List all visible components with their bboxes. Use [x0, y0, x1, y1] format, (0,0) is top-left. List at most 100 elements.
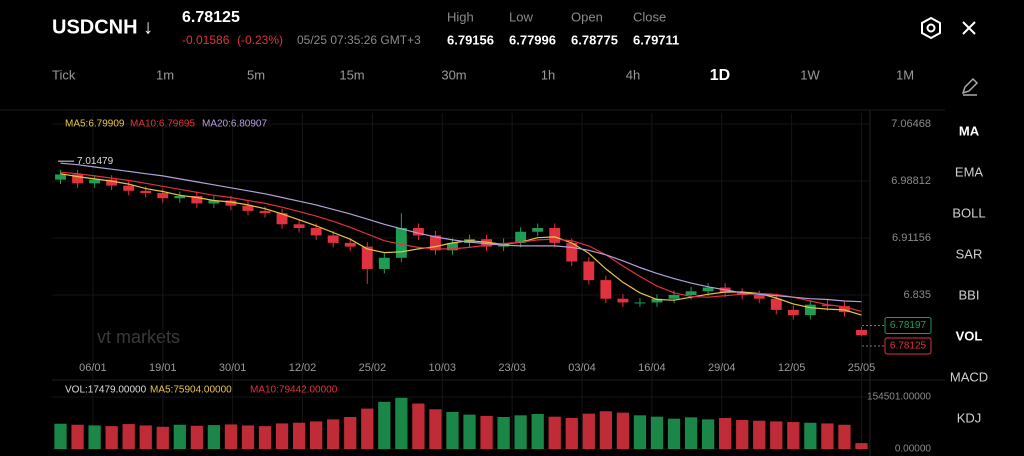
- timeframe-tab[interactable]: 1D: [710, 67, 730, 84]
- candle-body: [242, 205, 254, 211]
- candle-body: [685, 291, 697, 296]
- volume-legend: MA10:79442.00000: [250, 385, 338, 396]
- y-tick-label: 0.00000: [895, 444, 932, 455]
- indicator-tab[interactable]: SAR: [956, 246, 983, 261]
- volume-bar: [190, 425, 203, 449]
- timeframe-tab[interactable]: Tick: [52, 67, 76, 82]
- indicator-tab[interactable]: MACD: [950, 369, 988, 384]
- volume-bar: [582, 413, 595, 449]
- ma-line: [60, 162, 862, 303]
- x-tick-label: 10/03: [428, 362, 456, 374]
- volume-bar: [514, 415, 527, 449]
- ma-legend: MA20:6.80907: [202, 119, 267, 130]
- volume-bar: [599, 411, 612, 449]
- indicator-tab[interactable]: KDJ: [957, 410, 982, 425]
- volume-bar: [480, 415, 493, 449]
- ma-line: [60, 173, 862, 316]
- candle-body: [327, 235, 339, 243]
- volume-bar: [497, 417, 510, 449]
- indicator-tab[interactable]: BBI: [959, 287, 980, 302]
- volume-bar: [105, 426, 118, 449]
- candle-body: [856, 329, 867, 336]
- candle-body: [259, 210, 271, 214]
- volume-bar: [838, 424, 851, 449]
- candle-body: [89, 179, 101, 184]
- volume-bar: [446, 411, 459, 449]
- volume-bar: [667, 418, 681, 449]
- volume-bar: [88, 425, 101, 449]
- candle-body: [481, 239, 493, 247]
- volume-bar: [224, 424, 238, 449]
- volume-bar: [173, 424, 186, 449]
- volume-bar: [804, 422, 817, 449]
- volume-bar: [71, 424, 84, 449]
- volume-bar: [275, 423, 289, 449]
- candle-body: [310, 228, 322, 236]
- pencil: [961, 77, 979, 95]
- volume-bar: [855, 443, 868, 449]
- stat-value: 6.79711: [633, 32, 679, 47]
- candle-body: [344, 242, 356, 247]
- timeframe-tab[interactable]: 1M: [896, 67, 914, 82]
- volume-bar: [156, 426, 169, 449]
- candle-body: [157, 193, 169, 199]
- y-tick-label: 7.06468: [891, 118, 931, 130]
- timeframe-tab[interactable]: 1W: [800, 67, 820, 82]
- max-marker-label: 7.01479: [77, 156, 114, 167]
- settings-icon[interactable]: [921, 16, 941, 40]
- x-tick-label: 16/04: [638, 362, 666, 374]
- candle-body: [583, 261, 595, 281]
- candle-body: [208, 200, 220, 204]
- ma-legend: MA5:6.79909: [65, 119, 125, 130]
- candle-body: [55, 174, 66, 180]
- timeframe-tab[interactable]: 1m: [156, 67, 174, 82]
- volume-bar: [736, 420, 749, 449]
- candle-body: [412, 228, 424, 236]
- x-tick-label: 12/05: [778, 362, 806, 374]
- x-tick-label: 19/01: [149, 362, 177, 374]
- volume-bar: [565, 418, 578, 449]
- volume-legend: VOL:17479.00000: [65, 385, 147, 396]
- volume-bar: [361, 408, 374, 449]
- volume-bar: [701, 419, 715, 449]
- timeframe-tab[interactable]: 1h: [541, 67, 555, 82]
- stat-value: 6.79156: [447, 32, 494, 47]
- volume-bar: [753, 420, 766, 449]
- timeframe-tab[interactable]: 4h: [626, 67, 640, 82]
- current-price: 6.78125: [182, 9, 240, 26]
- timeframe-tab[interactable]: 15m: [339, 67, 364, 82]
- indicator-tab[interactable]: EMA: [955, 164, 984, 179]
- indicator-tab[interactable]: BOLL: [952, 205, 985, 220]
- volume-bar: [292, 422, 306, 449]
- timeframe-tab[interactable]: 5m: [247, 67, 265, 82]
- timeframe-tab[interactable]: 30m: [441, 67, 466, 82]
- y-tick-label: 154501.00000: [867, 392, 931, 403]
- candle-body: [293, 224, 305, 229]
- candle-body: [72, 174, 84, 184]
- volume-legend: MA5:75904.00000: [150, 385, 232, 396]
- indicator-tab[interactable]: VOL: [956, 328, 983, 343]
- candle-body: [123, 185, 135, 191]
- volume-bar: [787, 422, 800, 449]
- volume-bar: [344, 417, 357, 449]
- candle-body: [378, 257, 390, 269]
- indicator-tab[interactable]: MA: [959, 123, 980, 138]
- price-tag-label: 6.78125: [890, 341, 927, 352]
- volume-bar: [650, 416, 664, 449]
- symbol[interactable]: USDCNH ↓: [52, 16, 153, 38]
- draw-icon[interactable]: [961, 77, 979, 96]
- volume-bar: [241, 425, 255, 449]
- candle-body: [225, 200, 237, 206]
- volume-bar: [54, 423, 67, 449]
- close-icon[interactable]: [962, 21, 976, 35]
- stat-label: Low: [509, 9, 533, 24]
- price-tag-box: [884, 337, 932, 355]
- candle-body: [600, 280, 612, 299]
- candle-body: [770, 298, 782, 310]
- candle-body: [804, 304, 816, 316]
- settings-dot: [926, 23, 936, 33]
- ma-legend: MA10:6.79695: [130, 119, 195, 130]
- candle-body: [429, 235, 441, 251]
- candle-body: [753, 295, 765, 299]
